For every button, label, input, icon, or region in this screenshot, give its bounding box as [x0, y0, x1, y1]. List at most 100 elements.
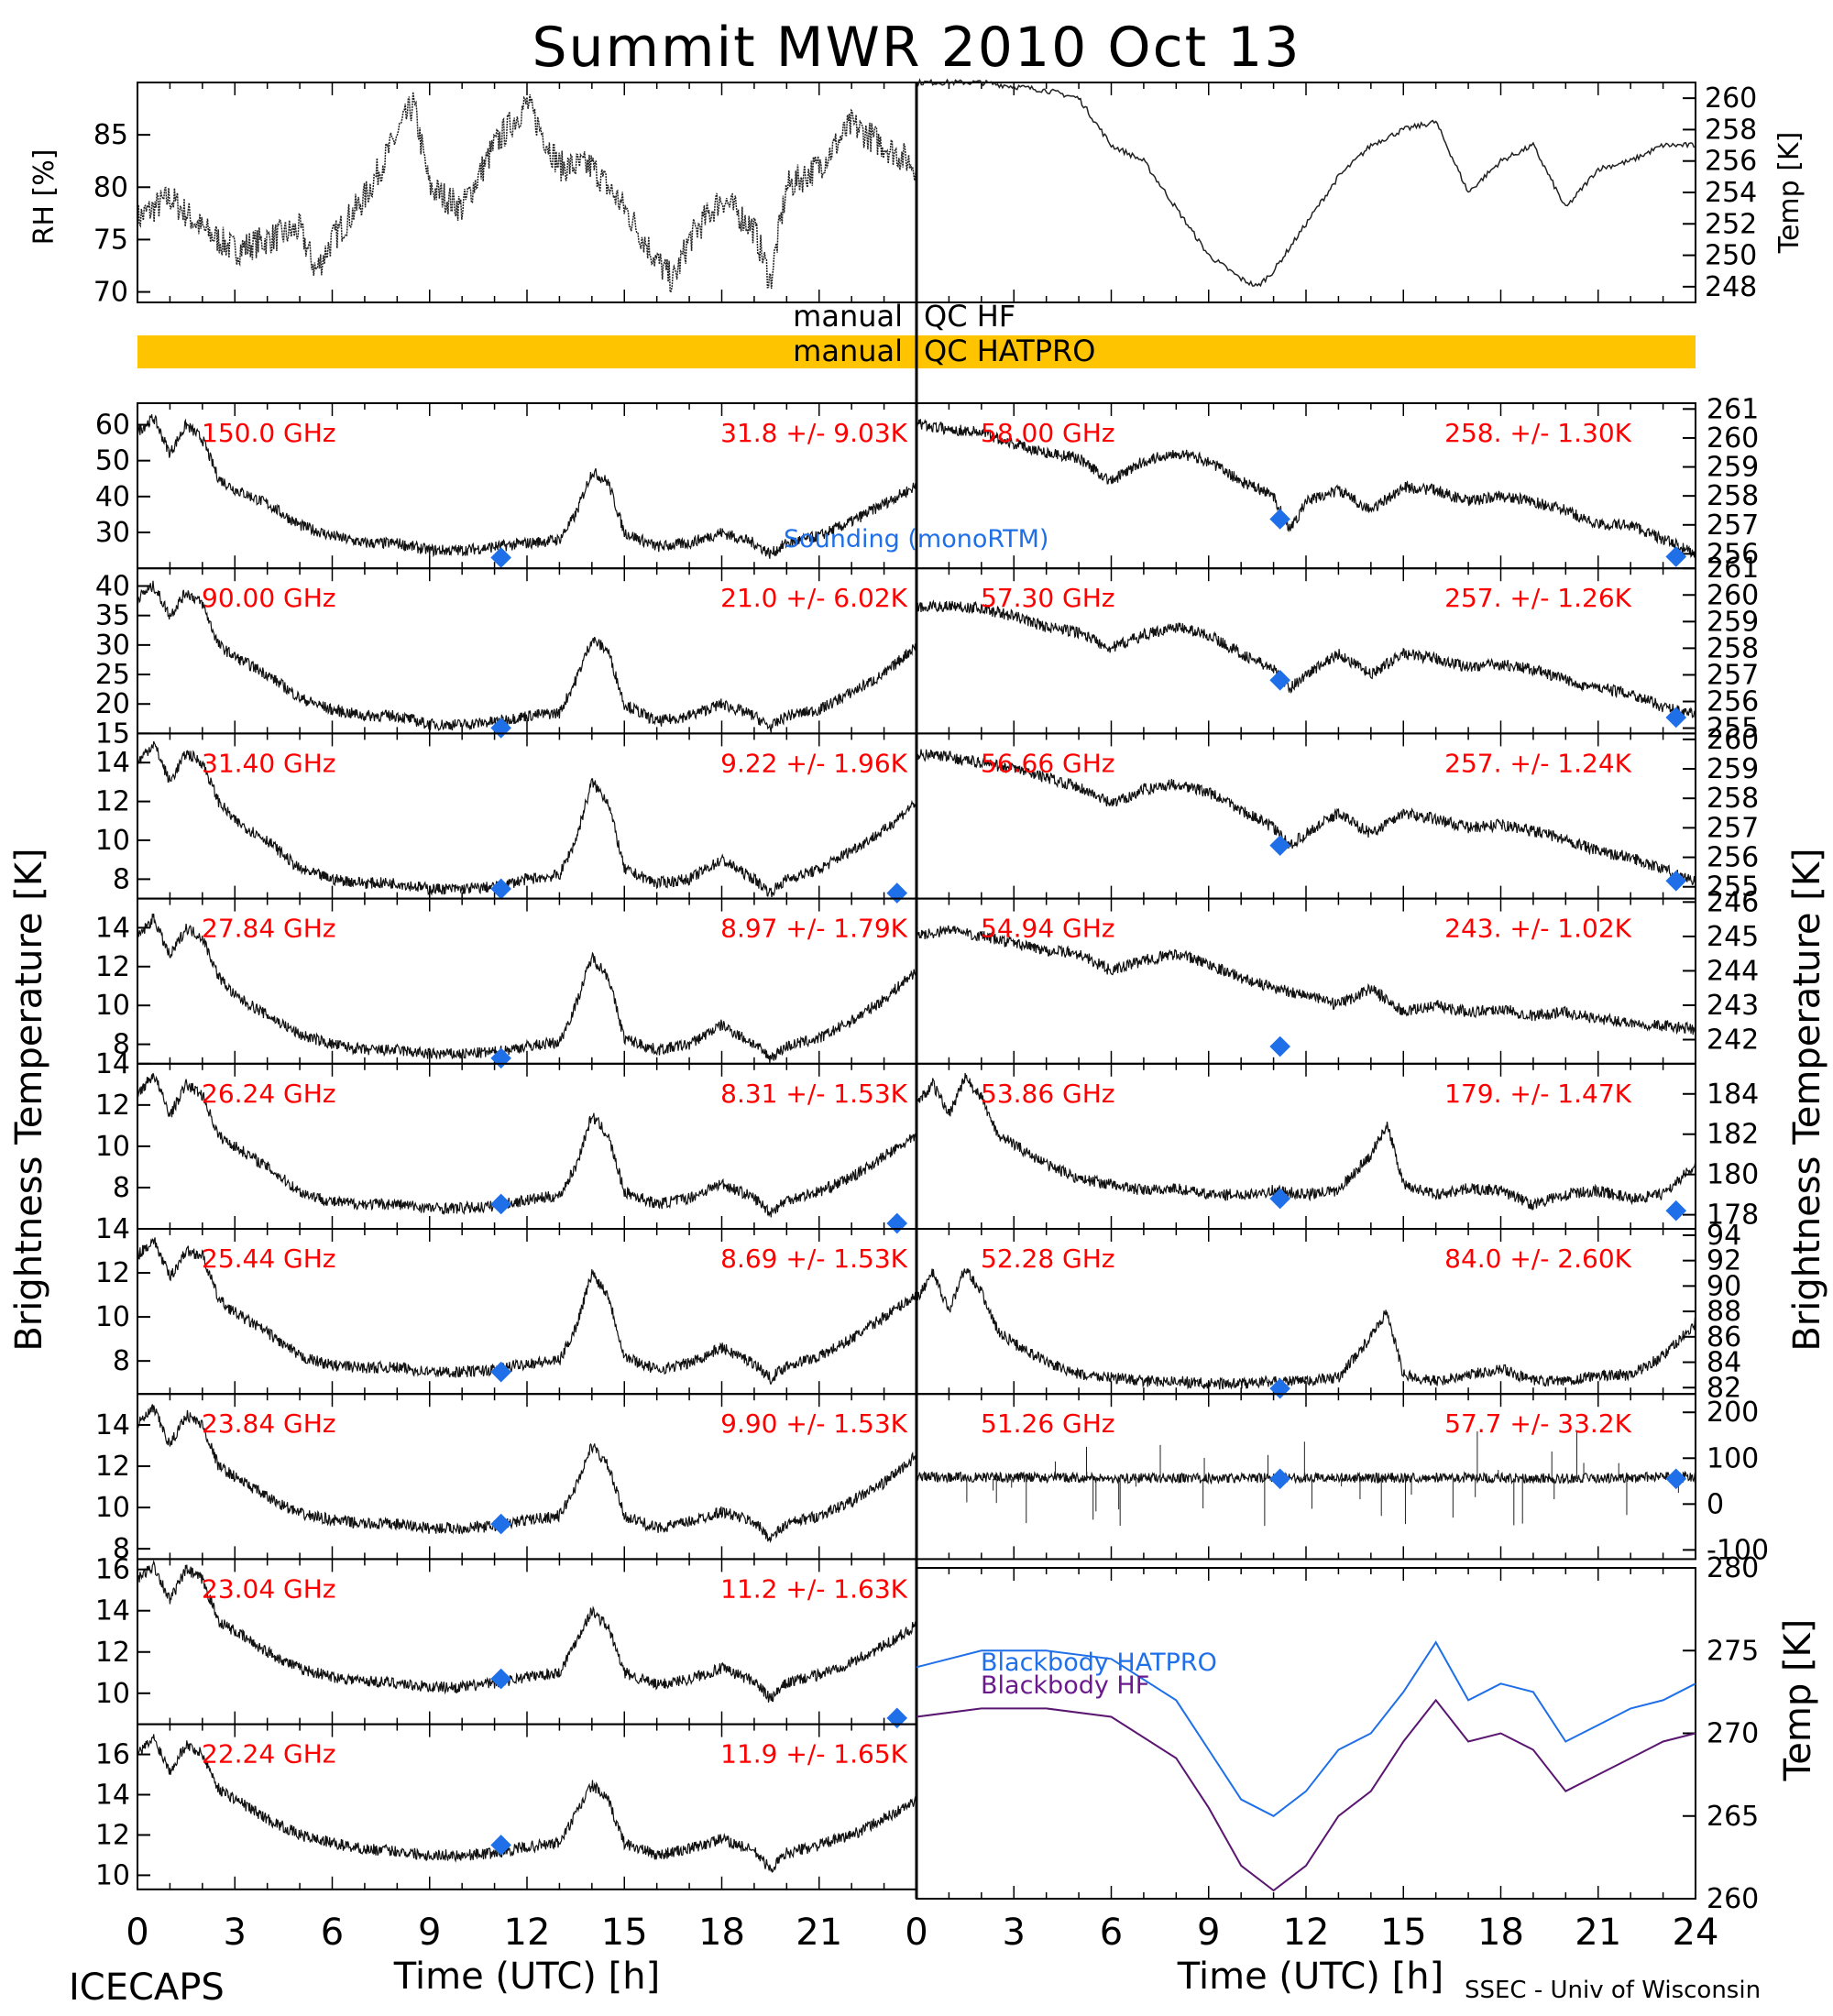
bb-tick-label: 270	[1707, 1718, 1759, 1750]
qc-band: manual QC HF manual QC HATPRO	[137, 299, 1696, 368]
sounding-marker	[1269, 1468, 1290, 1490]
left-channel-stat-label: 11.2 +/- 1.63K	[720, 1573, 907, 1604]
right-channel-freq-label: 58.00 GHz	[981, 418, 1115, 448]
left-channel-trace	[137, 1734, 916, 1873]
right-channel-tick-label: 256	[1707, 538, 1759, 570]
rh-tick-label: 70	[93, 277, 128, 309]
left-channel-stat-label: 8.69 +/- 1.53K	[720, 1244, 907, 1274]
left-channel-stat-label: 11.9 +/- 1.65K	[720, 1739, 907, 1769]
left-channel-tick-label: 8	[113, 1172, 130, 1204]
x-tick-label-right: 18	[1477, 1912, 1524, 1954]
left-channel-freq-label: 23.04 GHz	[202, 1573, 336, 1604]
sounding-marker	[886, 1707, 908, 1729]
left-channel-trace	[137, 414, 916, 559]
left-channel-freq-label: 25.44 GHz	[202, 1244, 336, 1274]
sounding-marker	[490, 878, 511, 900]
x-tick-label-left: 12	[504, 1912, 551, 1954]
right-channel-tick-label: 260	[1707, 579, 1759, 611]
right-channel-tick-label: 243	[1707, 990, 1759, 1022]
left-channel-stat-label: 8.31 +/- 1.53K	[720, 1079, 907, 1109]
right-channel-tick-label: 90	[1707, 1270, 1741, 1302]
left-channel-tick-label: 10	[95, 1131, 130, 1163]
sounding-marker	[1665, 870, 1687, 892]
right-channel-trace	[916, 419, 1696, 558]
qc-hf-right: QC HF	[924, 299, 1015, 334]
x-tick-label-right: 24	[1673, 1912, 1719, 1954]
x-axis-right: 0 3 6 9 12 15 18 21 24	[905, 1912, 1718, 1954]
left-channel-freq-label: 23.84 GHz	[202, 1408, 336, 1439]
bb-hatpro-legend: Blackbody HATPRO	[981, 1649, 1217, 1677]
sounding-marker	[1269, 669, 1290, 691]
page-title: Summit MWR 2010 Oct 13	[532, 16, 1301, 80]
x-tick-label-right: 21	[1575, 1912, 1621, 1954]
left-channel-tick-label: 35	[95, 600, 130, 632]
x-tick-label-right: 12	[1283, 1912, 1330, 1954]
left-channel-tick-label: 16	[95, 1554, 130, 1586]
blackbody-tick-group: 260 265 270 275 280	[916, 1552, 1759, 1915]
x-axis-left: 0 3 6 9 12 15 18 21	[126, 1912, 842, 1954]
right-channel-tick-label: 258	[1707, 783, 1759, 815]
right-channel-trace	[916, 749, 1696, 886]
left-channel-tick-label: 12	[95, 1257, 130, 1289]
right-channel-trace	[916, 1470, 1696, 1485]
left-channel-freq-label: 90.00 GHz	[202, 583, 336, 613]
right-channel-freq-label: 57.30 GHz	[981, 583, 1115, 613]
left-channel-freq-label: 31.40 GHz	[202, 748, 336, 778]
left-channel-tick-label: 10	[95, 1678, 130, 1710]
right-channel-tick-label: 256	[1707, 842, 1759, 874]
right-channel-freq-label: 53.86 GHz	[981, 1079, 1115, 1109]
rh-tick-label: 75	[93, 224, 128, 256]
left-channel-tick-label: 15	[95, 718, 130, 750]
sounding-marker	[886, 1212, 908, 1234]
rh-panel-frame	[137, 82, 917, 303]
right-channel-stat-label: 243. +/- 1.02K	[1444, 914, 1631, 944]
right-channel-tick-label: 257	[1707, 659, 1759, 691]
left-channel-tick-label: 10	[95, 825, 130, 857]
temp-axis-label: Temp [K]	[1773, 132, 1806, 255]
temp-tick-label: 254	[1705, 177, 1757, 209]
right-channel-tick-label: 88	[1707, 1296, 1741, 1328]
left-channel-tick-label: 25	[95, 659, 130, 691]
right-channel-trace	[916, 1268, 1696, 1390]
bb-hatpro-line	[916, 1640, 1696, 1817]
right-channel-tick-label: 259	[1707, 606, 1759, 638]
left-channel-stat-label: 9.22 +/- 1.96K	[720, 748, 907, 778]
left-channel-tick-label: 10	[95, 1492, 130, 1524]
left-channel-trace	[137, 1404, 916, 1544]
right-channel-tick-label: 84	[1707, 1347, 1741, 1379]
left-channel-panel: 8 10 12 14 27.84 GHz 8.97 +/- 1.79K	[95, 897, 917, 1069]
right-channel-stat-label: 258. +/- 1.30K	[1444, 418, 1631, 448]
left-channel-stat-label: 8.97 +/- 1.79K	[720, 914, 907, 944]
x-tick-label-left: 18	[698, 1912, 745, 1954]
temp-series-line	[916, 78, 1696, 288]
sounding-marker	[1269, 835, 1290, 856]
sounding-marker	[1665, 707, 1687, 729]
left-channel-tick-label: 60	[95, 410, 130, 442]
right-channel-tick-label: 259	[1707, 753, 1759, 785]
x-tick-label-right: 15	[1380, 1912, 1427, 1954]
right-ylabel: Brightness Temperature [K]	[1786, 848, 1828, 1351]
left-channel-freq-label: 27.84 GHz	[202, 914, 336, 944]
rh-axis-label: RH [%]	[28, 149, 60, 246]
right-channel-tick-label: 182	[1707, 1119, 1759, 1151]
x-tick-label-left: 0	[126, 1912, 148, 1954]
left-channel-panel: 10 12 14 16 23.04 GHz 11.2 +/- 1.63K	[95, 1554, 917, 1729]
blackbody-panel-frame	[916, 1567, 1696, 1900]
right-channel-panel: 178 180 182 184 53.86 GHz 179. +/- 1.47K	[916, 1062, 1759, 1232]
left-channel-tick-label: 30	[95, 517, 130, 549]
right-channel-tick-label: 258	[1707, 480, 1759, 512]
right-channel-stat-label: 179. +/- 1.47K	[1444, 1079, 1631, 1109]
sounding-marker	[490, 1513, 511, 1535]
right-channel-tick-label: 261	[1707, 553, 1759, 585]
left-channel-tick-label: 12	[95, 1451, 130, 1483]
x-tick-label-left: 6	[321, 1912, 344, 1954]
